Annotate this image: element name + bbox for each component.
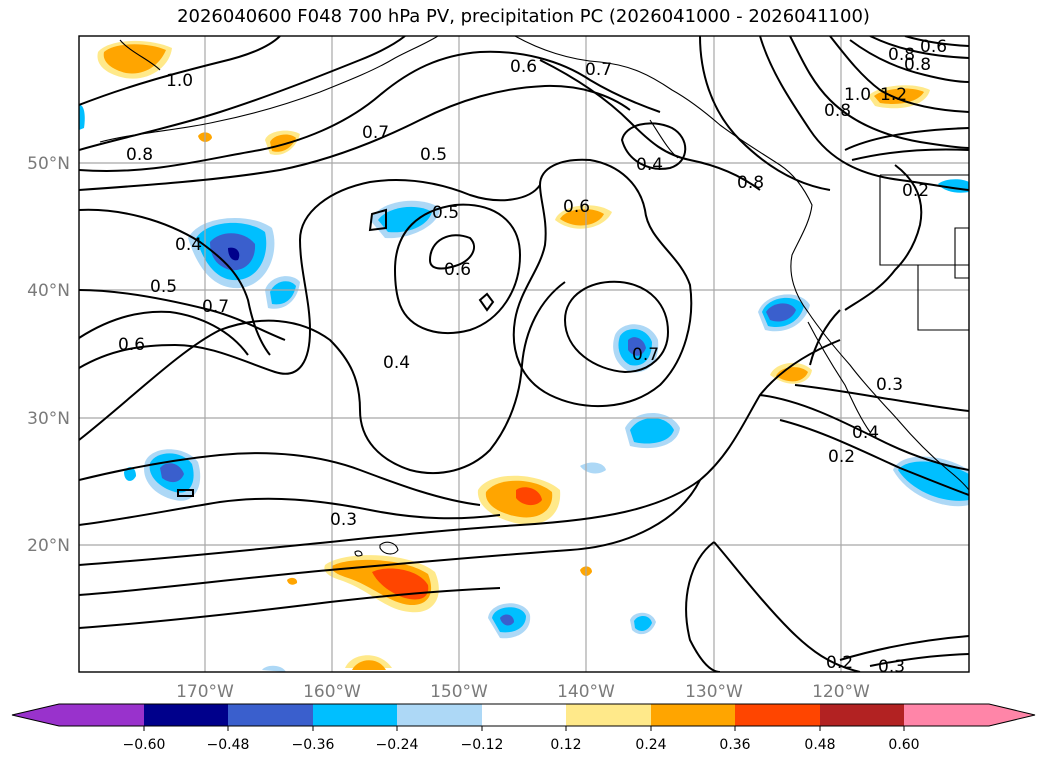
map-frame <box>78 35 970 673</box>
latitude-labels: 50°N 40°N 30°N 20°N <box>27 154 70 556</box>
colorbar: −0.60 −0.48 −0.36 −0.24 −0.12 0.12 0.24 … <box>11 703 1036 753</box>
contour-label: 0.3 <box>330 510 357 530</box>
graticule <box>79 36 969 672</box>
lon-label: 130°W <box>685 682 743 702</box>
precip-negative-area <box>160 463 184 483</box>
precip-positive-area <box>352 660 386 670</box>
colorbar-segment <box>482 704 566 726</box>
contour-label: 0.7 <box>632 345 659 365</box>
colorbar-outline <box>11 703 1036 727</box>
pv-contours <box>79 36 969 672</box>
contour-label: 0.2 <box>902 181 929 201</box>
precip-negative-area <box>270 281 296 305</box>
precip-negative-area <box>228 247 240 261</box>
contour-label: 0.5 <box>150 277 177 297</box>
contour-label: 0.2 <box>828 447 855 467</box>
contour-label: 0.5 <box>432 203 459 223</box>
lat-label: 50°N <box>27 154 70 174</box>
contour-label: 1.2 <box>880 85 907 105</box>
contour-label: 0.7 <box>362 123 389 143</box>
colorbar-tick-label: −0.24 <box>376 737 419 753</box>
precip-positive-area <box>103 44 166 74</box>
precip-negative-area <box>79 104 85 130</box>
lon-label: 120°W <box>812 682 870 702</box>
lon-label: 140°W <box>557 682 615 702</box>
colorbar-tick-label: 0.24 <box>635 737 666 753</box>
precip-negative-area <box>500 614 514 626</box>
precip-negative-area <box>378 206 432 233</box>
colorbar-segment <box>397 704 482 726</box>
colorbar-tick-label: −0.36 <box>292 737 335 753</box>
contour-label: 0.6 <box>563 197 590 217</box>
precip-negative-area <box>634 615 652 631</box>
precip-positive-area <box>874 88 924 104</box>
colorbar-extend-min <box>12 704 59 726</box>
contour-label: 0.6 <box>920 37 947 57</box>
precip-positive-area <box>516 487 542 506</box>
contour-label: 0.3 <box>878 657 905 677</box>
precip-negative-area <box>124 467 136 481</box>
map-content: 1.0 0.8 0.7 0.6 0.7 0.5 0.4 0.5 0.6 0.6 … <box>79 36 969 677</box>
colorbar-segment <box>59 704 144 726</box>
colorbar-tick-label: 0.12 <box>550 737 581 753</box>
contour-label: 1.0 <box>166 71 193 91</box>
contour-label: 0.4 <box>852 423 879 443</box>
contour-label: 0.7 <box>202 297 229 317</box>
colorbar-tick-label: 0.60 <box>888 737 919 753</box>
contour-label: 0.5 <box>420 145 447 165</box>
contour-label: 0.7 <box>585 60 612 80</box>
contour-label: 0.4 <box>175 235 202 255</box>
longitude-labels: 170°W 160°W 150°W 140°W 130°W 120°W <box>176 682 870 702</box>
colorbar-segment <box>820 704 904 726</box>
contour-label: 0.8 <box>126 145 153 165</box>
colorbar-segment <box>904 704 989 726</box>
precip-negative-area <box>262 665 286 672</box>
colorbar-segment <box>144 704 228 726</box>
contour-label: 0.8 <box>737 173 764 193</box>
colorbar-tick-label: 0.36 <box>719 737 750 753</box>
colorbar-tick-label: 0.48 <box>804 737 835 753</box>
colorbar-segment <box>651 704 735 726</box>
contour-label: 0.6 <box>510 57 537 77</box>
lat-label: 30°N <box>27 409 70 429</box>
precip-positive-area <box>270 134 296 152</box>
colorbar-segment <box>313 704 397 726</box>
contour-label: 0.6 <box>444 260 471 280</box>
colorbar-tick-label: −0.12 <box>461 737 504 753</box>
lat-label: 20°N <box>27 536 70 556</box>
contour-label: 0.8 <box>824 101 851 121</box>
lon-label: 160°W <box>303 682 361 702</box>
colorbar-tick-label: −0.48 <box>207 737 250 753</box>
lon-label: 150°W <box>430 682 488 702</box>
precip-negative-area <box>628 337 646 356</box>
contour-label: 0.4 <box>383 353 410 373</box>
colorbar-segment <box>566 704 651 726</box>
contour-label: 0.2 <box>826 653 853 673</box>
precip-positive-area <box>287 577 298 585</box>
precip-negative-area <box>766 303 796 322</box>
contour-label: 0.8 <box>888 45 915 65</box>
colorbar-segment <box>228 704 313 726</box>
precip-negative-area <box>630 418 674 444</box>
contour-label: 0.4 <box>636 155 663 175</box>
precip-positive-area <box>560 209 604 226</box>
contour-label: 0.6 <box>118 335 145 355</box>
map-title: 2026040600 F048 700 hPa PV, precipitatio… <box>177 6 870 27</box>
precip-positive-area <box>372 568 429 600</box>
lon-label: 170°W <box>176 682 234 702</box>
colorbar-extend-max <box>989 704 1035 726</box>
precipitation-shading <box>79 40 969 672</box>
contour-labels: 1.0 0.8 0.7 0.6 0.7 0.5 0.4 0.5 0.6 0.6 … <box>118 37 947 677</box>
colorbar-segment <box>735 704 820 726</box>
lat-label: 40°N <box>27 281 70 301</box>
colorbar-tick-label: −0.60 <box>123 737 166 753</box>
contour-label: 0.8 <box>904 55 931 75</box>
contour-label: 1.0 <box>844 85 871 105</box>
contour-label: 0.3 <box>876 375 903 395</box>
